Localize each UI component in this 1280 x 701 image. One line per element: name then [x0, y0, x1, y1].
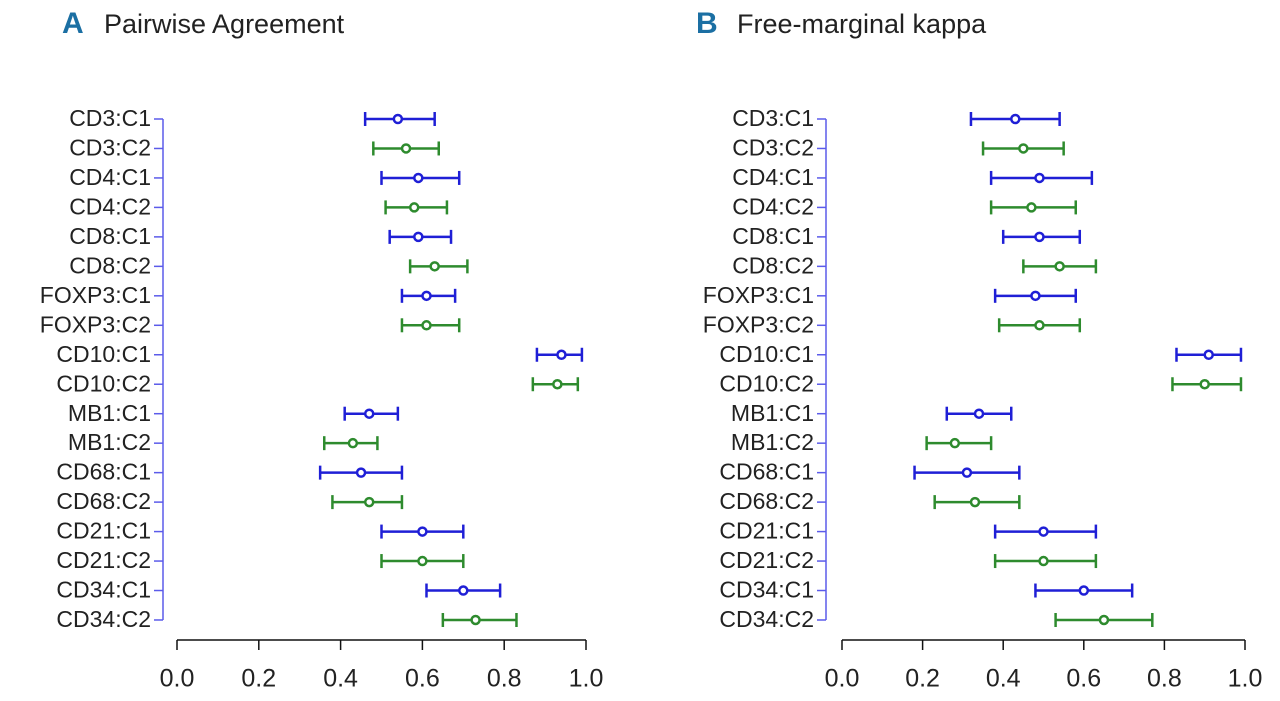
y-tick-label: MB1:C1 — [731, 400, 814, 426]
point — [552, 378, 563, 390]
point — [1054, 261, 1065, 272]
y-tick-label: CD4:C2 — [732, 193, 814, 219]
x-tick-label: 0.6 — [405, 665, 440, 693]
point — [400, 143, 412, 154]
point — [392, 113, 404, 125]
point — [347, 437, 359, 449]
panel-letter: B — [696, 7, 718, 40]
point — [973, 408, 985, 419]
x-tick-label: 0.4 — [323, 665, 358, 693]
y-tick-label: CD8:C2 — [69, 252, 151, 278]
y-tick-label: FOXP3:C1 — [40, 282, 151, 308]
x-tick-label: 0.6 — [1066, 665, 1101, 693]
point — [1038, 555, 1049, 567]
point — [470, 614, 481, 626]
y-tick-label: CD34:C1 — [719, 577, 814, 603]
y-tick-label: CD68:C2 — [719, 488, 814, 514]
x-tick-label: 0.2 — [905, 665, 940, 693]
point — [1038, 526, 1049, 537]
panel-title: Pairwise Agreement — [104, 9, 345, 39]
y-tick-label: CD21:C2 — [56, 547, 151, 573]
x-tick-label: 0.4 — [986, 665, 1021, 693]
x-tick-label: 1.0 — [569, 665, 604, 693]
y-tick-label: CD8:C1 — [732, 223, 814, 249]
y-tick-label: CD68:C1 — [719, 459, 814, 485]
y-tick-label: CD21:C1 — [56, 518, 151, 544]
y-tick-label: FOXP3:C2 — [40, 311, 151, 337]
point — [949, 437, 961, 449]
point — [1203, 349, 1214, 361]
y-tick-label: CD68:C1 — [56, 459, 151, 485]
y-tick-label: CD8:C2 — [732, 252, 814, 278]
y-tick-label: CD3:C2 — [69, 135, 151, 161]
point — [408, 202, 420, 213]
y-tick-label: FOXP3:C2 — [703, 311, 814, 337]
y-tick-label: CD3:C2 — [732, 135, 814, 161]
y-tick-label: CD3:C1 — [69, 105, 151, 131]
y-tick-label: MB1:C2 — [68, 429, 151, 455]
x-tick-label: 0.0 — [825, 665, 860, 693]
point — [413, 231, 424, 243]
y-tick-label: CD8:C1 — [69, 223, 151, 249]
x-tick-label: 0.0 — [160, 665, 195, 693]
point — [1199, 378, 1210, 390]
point — [1034, 231, 1045, 243]
point — [458, 585, 469, 596]
point — [1010, 113, 1021, 125]
y-tick-label: CD10:C1 — [719, 341, 814, 367]
point — [421, 320, 432, 331]
point — [363, 408, 375, 419]
point — [1026, 202, 1037, 213]
x-tick-label: 0.8 — [487, 665, 522, 693]
y-tick-label: CD34:C2 — [56, 606, 151, 632]
point — [556, 349, 567, 361]
point — [1030, 290, 1041, 302]
x-tick-label: 1.0 — [1228, 665, 1263, 693]
y-tick-label: CD21:C2 — [719, 547, 814, 573]
point — [417, 555, 428, 567]
panel-title: Free-marginal kappa — [737, 9, 987, 39]
y-tick-label: CD10:C1 — [56, 341, 151, 367]
y-tick-label: CD4:C1 — [69, 164, 151, 190]
y-tick-label: CD68:C2 — [56, 488, 151, 514]
y-tick-label: CD4:C2 — [69, 193, 151, 219]
point — [429, 261, 440, 272]
point — [969, 496, 981, 508]
y-tick-label: CD34:C1 — [56, 577, 151, 603]
y-tick-label: CD4:C1 — [732, 164, 814, 190]
point — [1034, 172, 1045, 184]
point — [1018, 143, 1029, 154]
y-tick-label: FOXP3:C1 — [703, 282, 814, 308]
point — [1034, 320, 1045, 331]
y-tick-label: CD10:C2 — [719, 370, 814, 396]
point — [1098, 614, 1110, 626]
panel-letter: A — [62, 7, 84, 40]
point — [1078, 585, 1090, 596]
point — [355, 467, 367, 478]
y-tick-label: MB1:C1 — [68, 400, 151, 426]
point — [421, 290, 432, 302]
x-tick-label: 0.8 — [1147, 665, 1182, 693]
point — [363, 496, 375, 508]
point — [413, 172, 424, 184]
point — [417, 526, 428, 537]
x-tick-label: 0.2 — [241, 665, 276, 693]
y-tick-label: CD3:C1 — [732, 105, 814, 131]
y-tick-label: CD10:C2 — [56, 370, 151, 396]
y-tick-label: CD34:C2 — [719, 606, 814, 632]
point — [961, 467, 973, 478]
y-tick-label: MB1:C2 — [731, 429, 814, 455]
y-tick-label: CD21:C1 — [719, 518, 814, 544]
